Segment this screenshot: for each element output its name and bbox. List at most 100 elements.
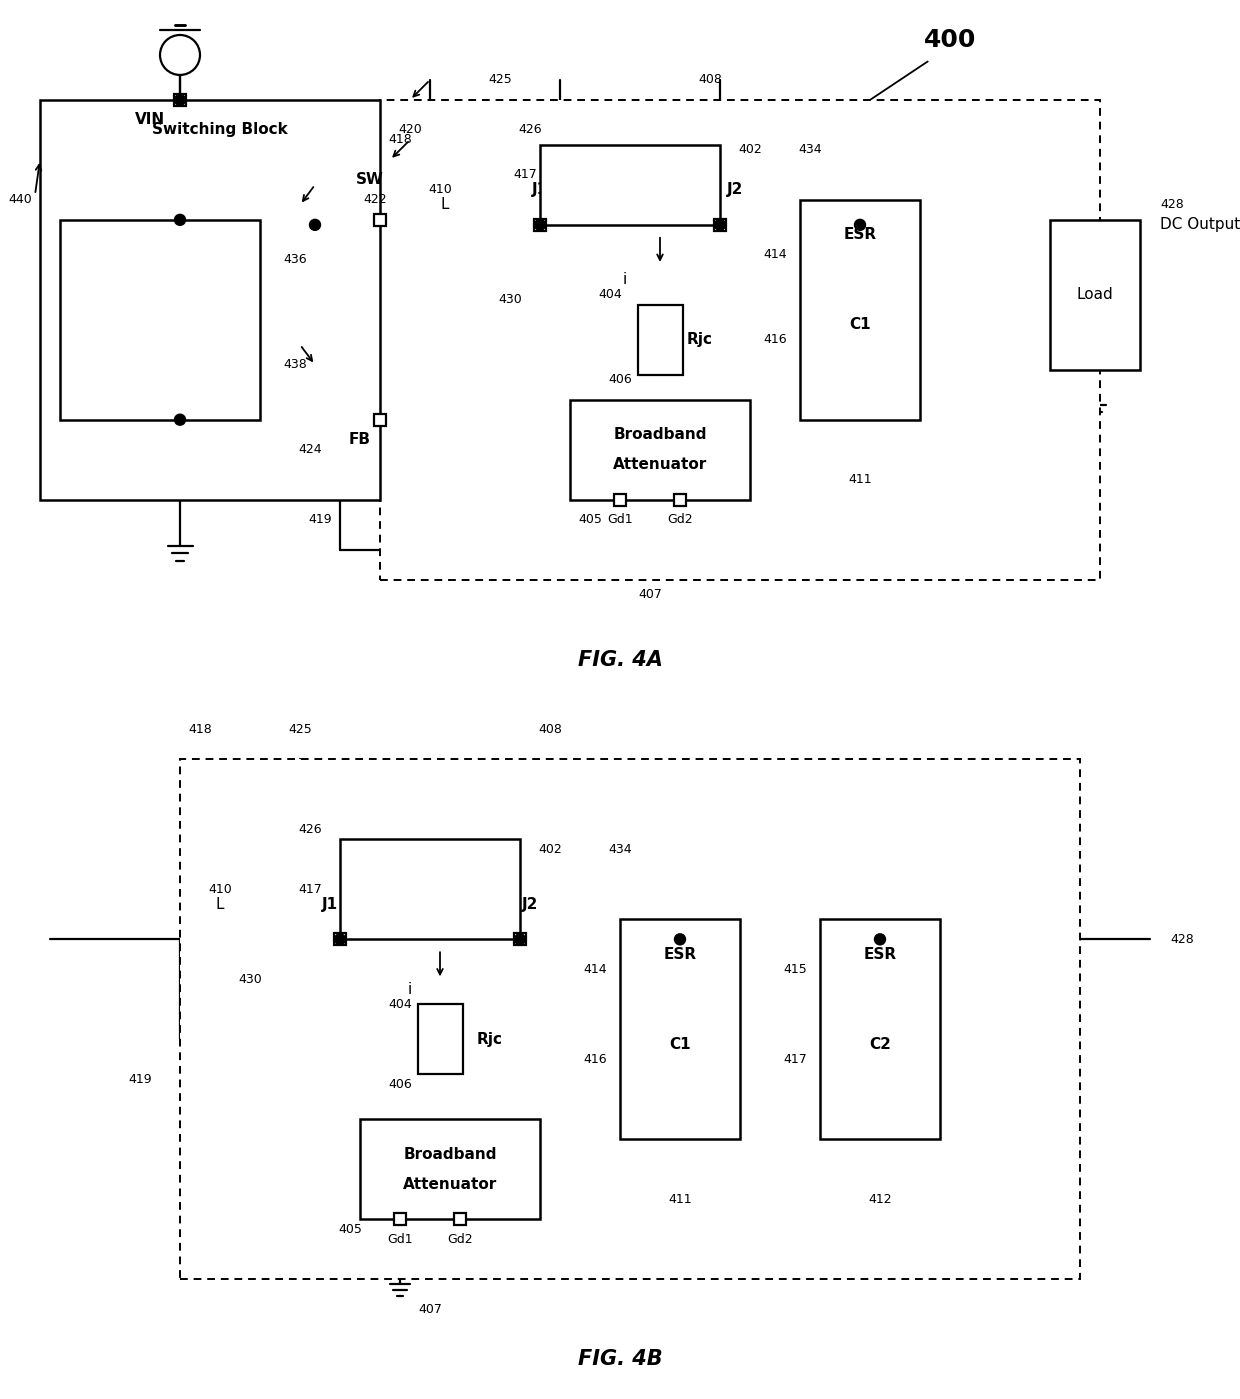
Text: L: L xyxy=(440,197,449,213)
Bar xyxy=(340,839,520,939)
Text: C2: C2 xyxy=(869,1037,890,1052)
Bar xyxy=(570,400,750,499)
Text: Broadband: Broadband xyxy=(614,427,707,442)
Text: 419: 419 xyxy=(128,1073,151,1086)
Text: Gd2: Gd2 xyxy=(448,1233,472,1245)
Bar xyxy=(374,214,386,225)
Bar xyxy=(534,218,546,231)
Text: 408: 408 xyxy=(698,73,722,87)
Text: 425: 425 xyxy=(489,73,512,87)
Text: 436: 436 xyxy=(283,253,306,266)
Text: 406: 406 xyxy=(608,374,632,386)
Bar xyxy=(515,933,526,946)
Circle shape xyxy=(714,220,725,231)
Circle shape xyxy=(534,220,546,231)
Bar xyxy=(1050,220,1140,369)
Text: 417: 417 xyxy=(513,168,537,182)
Text: VIN: VIN xyxy=(135,112,165,127)
Bar xyxy=(714,218,725,231)
Text: Load: Load xyxy=(1076,287,1114,302)
Text: 430: 430 xyxy=(238,972,262,986)
Text: 405: 405 xyxy=(578,513,601,526)
Text: 402: 402 xyxy=(538,842,562,856)
Text: 418: 418 xyxy=(188,723,212,736)
Bar xyxy=(620,919,740,1139)
Text: ESR: ESR xyxy=(863,947,897,963)
Text: 417: 417 xyxy=(784,1052,807,1066)
Text: C1: C1 xyxy=(849,318,870,333)
Text: SW: SW xyxy=(356,172,384,187)
Text: Rjc: Rjc xyxy=(687,332,713,347)
Circle shape xyxy=(335,935,346,944)
Circle shape xyxy=(874,935,885,944)
Text: 405: 405 xyxy=(339,1223,362,1235)
Circle shape xyxy=(310,220,320,231)
Circle shape xyxy=(854,220,866,231)
Bar xyxy=(539,145,720,225)
Text: 434: 434 xyxy=(608,842,632,856)
Circle shape xyxy=(175,95,186,105)
Text: 404: 404 xyxy=(598,288,622,301)
Text: 411: 411 xyxy=(848,473,872,487)
Text: Attenuator: Attenuator xyxy=(613,457,707,473)
Bar xyxy=(637,305,682,375)
Text: 404: 404 xyxy=(388,997,412,1011)
Text: FB: FB xyxy=(348,432,371,448)
Bar xyxy=(374,414,386,425)
Text: 414: 414 xyxy=(583,963,606,977)
Bar xyxy=(418,1004,463,1074)
Text: 411: 411 xyxy=(668,1192,692,1206)
Text: i: i xyxy=(408,982,412,997)
Text: 407: 407 xyxy=(418,1302,441,1315)
Text: Switching Block: Switching Block xyxy=(153,122,288,137)
Bar xyxy=(820,919,940,1139)
Text: Gd1: Gd1 xyxy=(387,1233,413,1245)
Text: FIG. 4B: FIG. 4B xyxy=(578,1349,662,1370)
Bar xyxy=(360,1119,539,1219)
Text: 402: 402 xyxy=(738,143,761,157)
Text: 434: 434 xyxy=(799,143,822,157)
Text: 424: 424 xyxy=(298,443,322,456)
Text: Attenuator: Attenuator xyxy=(403,1177,497,1192)
Text: 408: 408 xyxy=(538,723,562,736)
Text: 416: 416 xyxy=(763,333,787,347)
Text: ESR: ESR xyxy=(663,947,697,963)
Bar xyxy=(174,94,186,106)
Text: 406: 406 xyxy=(388,1077,412,1091)
Text: i: i xyxy=(622,273,627,287)
Text: 410: 410 xyxy=(208,883,232,895)
Text: 416: 416 xyxy=(583,1052,606,1066)
Text: ESR: ESR xyxy=(843,227,877,242)
Text: Rjc: Rjc xyxy=(477,1031,503,1046)
Text: 440: 440 xyxy=(9,193,32,207)
Text: 420: 420 xyxy=(398,123,422,137)
Text: J1: J1 xyxy=(322,897,339,912)
Bar xyxy=(454,1213,466,1226)
Text: 432: 432 xyxy=(489,883,512,895)
Text: Vj: Vj xyxy=(422,897,439,912)
Text: 417: 417 xyxy=(298,883,322,895)
Text: 438: 438 xyxy=(283,358,306,371)
Circle shape xyxy=(675,935,686,944)
Text: C1: C1 xyxy=(670,1037,691,1052)
Text: 400: 400 xyxy=(924,28,976,52)
Text: 428: 428 xyxy=(1171,933,1194,946)
Text: 415: 415 xyxy=(784,963,807,977)
Circle shape xyxy=(515,935,526,944)
Text: J2: J2 xyxy=(727,182,743,197)
Text: 425: 425 xyxy=(288,723,312,736)
Text: Gd2: Gd2 xyxy=(667,513,693,526)
Text: 414: 414 xyxy=(763,248,787,262)
Circle shape xyxy=(175,414,186,425)
Text: 426: 426 xyxy=(518,123,542,137)
Text: 428: 428 xyxy=(1159,199,1184,211)
Text: 412: 412 xyxy=(868,1192,892,1206)
Bar xyxy=(60,220,260,420)
Text: Gd1: Gd1 xyxy=(608,513,632,526)
Text: 418: 418 xyxy=(388,133,412,147)
Text: DC Output: DC Output xyxy=(1159,217,1240,232)
Bar xyxy=(394,1213,405,1226)
Text: Broadband: Broadband xyxy=(403,1147,497,1161)
Text: 426: 426 xyxy=(298,823,322,837)
Text: 410: 410 xyxy=(428,183,451,196)
